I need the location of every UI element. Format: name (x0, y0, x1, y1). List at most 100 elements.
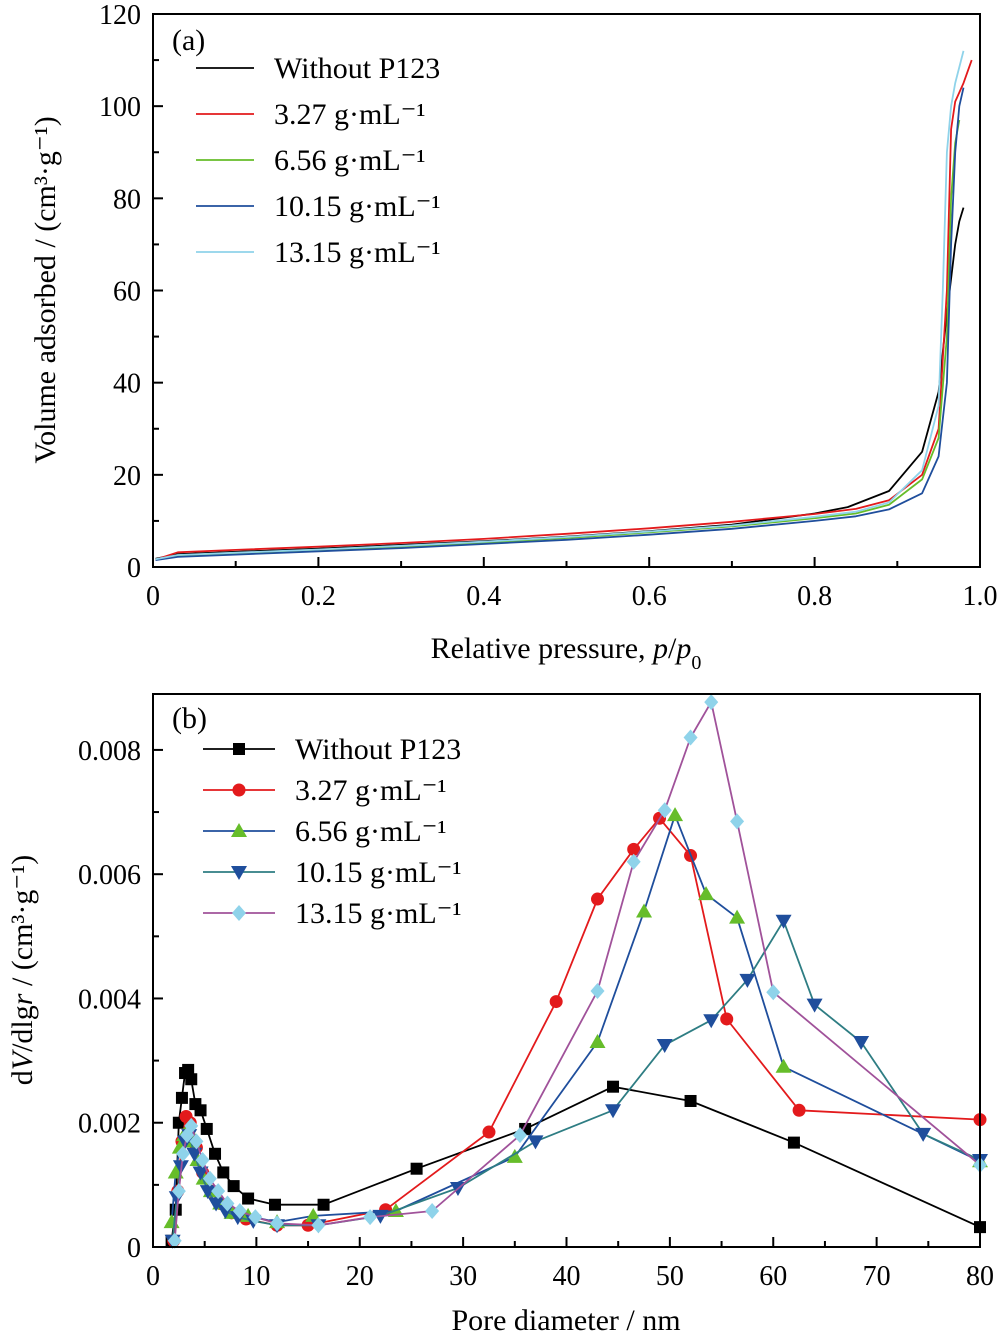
panel-b-data-point (527, 1135, 544, 1150)
panel-b-x-tick-label: 30 (449, 1261, 477, 1292)
panel-b-data-point (410, 1162, 423, 1175)
panel-b-data-point (684, 1094, 697, 1107)
panel-b-data-point (248, 1209, 263, 1226)
panel-b-data-point (739, 973, 756, 988)
panel-b-y-tick-label: 0.004 (78, 984, 141, 1015)
panel-b-data-point (626, 853, 641, 870)
panel-b-data-point (208, 1197, 225, 1212)
panel-b-data-point (730, 813, 745, 830)
panel-b-data-point (425, 1202, 440, 1219)
panel-b-data-point (363, 1209, 378, 1226)
panel-b-data-point (194, 1104, 207, 1117)
panel-b-x-tick-label: 70 (863, 1261, 891, 1292)
panel-b-legend-label-4: 13.15 g·mL⁻¹ (295, 897, 461, 930)
panel-b-legend: Without P123 3.27 g·mL⁻¹ 6.56 g·mL⁻¹ 10.15 … (203, 733, 461, 930)
panel-b-data-point (853, 1035, 870, 1050)
panel-a-plot-frame (152, 13, 981, 568)
panel-a-isotherm-chart: 0 0.2 0.4 0.6 0.8 1.0 0 20 40 60 80 100 120 (a) With… (29, 0, 998, 674)
panel-b-series-line-2 (170, 814, 981, 1223)
panel-b-data-point (182, 1063, 195, 1076)
panel-a-legend-label-2: 6.56 g·mL⁻¹ (274, 144, 425, 177)
panel-a-label: (a) (172, 24, 205, 57)
panel-a-y-tick-label: 100 (99, 92, 141, 123)
panel-b-data-point (636, 903, 653, 918)
panel-a-x-axis-title: Relative pressure, p/p0 (431, 632, 702, 674)
panel-b-data-point (549, 995, 563, 1009)
panel-b-data-point (657, 802, 672, 819)
panel-b-data-point (590, 983, 605, 1000)
panel-b-legend-marker (231, 866, 247, 880)
panel-b-data-point (268, 1198, 281, 1211)
panel-b-data-point (506, 1148, 523, 1163)
panel-b-x-tick-label: 50 (656, 1261, 684, 1292)
panel-b-data-point (591, 892, 605, 906)
panel-b-data-point (232, 1202, 247, 1219)
panel-b-data-point (729, 909, 746, 924)
panel-b-legend-marker (233, 743, 245, 755)
panel-b-data-point (175, 1145, 190, 1162)
panel-b-data-point (200, 1122, 213, 1135)
panel-b-x-tick-label: 0 (146, 1261, 160, 1292)
panel-a-y-tick-label: 80 (113, 184, 141, 215)
panel-b-data-point (627, 842, 641, 856)
panel-b-data-point (217, 1166, 230, 1179)
panel-b-legend-label-1: 3.27 g·mL⁻¹ (295, 774, 446, 807)
panel-b-ticks: 0 10 20 30 40 50 60 70 80 0 0.002 0.004 0.006 0.008 (78, 736, 994, 1292)
panel-b-x-tick-label: 40 (553, 1261, 581, 1292)
panel-b-data-point (683, 729, 698, 746)
panel-b-x-axis-title: Pore diameter / nm (451, 1304, 680, 1336)
panel-b-data-point (171, 1183, 186, 1200)
panel-a-series-line-2 (155, 119, 961, 561)
panel-b-data-point (792, 1103, 806, 1117)
panel-b-data-point (605, 1104, 622, 1119)
panel-b-data-point (915, 1127, 932, 1142)
panel-a-series-line-3 (155, 87, 965, 561)
panel-a-y-tick-label: 0 (127, 553, 141, 584)
panel-b-data-point (698, 886, 715, 901)
panel-b-y-tick-label: 0.008 (78, 736, 141, 767)
panel-b-legend-marker (231, 823, 247, 837)
panel-a-y-tick-label: 40 (113, 369, 141, 400)
panel-b-data-point (175, 1091, 188, 1104)
panel-b-data-point (305, 1207, 322, 1222)
panel-b-label: (b) (172, 702, 207, 735)
panel-a-series-line-1 (155, 59, 973, 561)
panel-a-legend-label-4: 13.15 g·mL⁻¹ (274, 236, 440, 269)
panel-b-series-line-3 (171, 919, 981, 1241)
panel-b-data-point (199, 1185, 216, 1200)
panel-a-y-tick-label: 120 (99, 0, 141, 31)
panel-b-data-point (195, 1152, 210, 1169)
panel-b-data-point (220, 1195, 235, 1212)
panel-a-x-tick-label: 0.8 (797, 581, 832, 612)
panel-b-series-layer (163, 694, 988, 1249)
panel-b-data-point (775, 1058, 792, 1073)
panel-b-series-line-0 (170, 1069, 981, 1241)
panel-b-x-tick-label: 20 (346, 1261, 374, 1292)
panel-b-data-point (703, 1014, 720, 1029)
panel-b-y-axis-title: dV/dlgr / (cm³·g⁻¹) (6, 855, 39, 1085)
panel-a-ticks: 0 0.2 0.4 0.6 0.8 1.0 0 20 40 60 80 100 120 (99, 0, 998, 612)
panel-b-data-point (311, 1217, 326, 1234)
panel-b-legend-marker (232, 783, 246, 797)
panel-a-x-tick-label: 0.6 (632, 581, 667, 612)
panel-b-data-point (185, 1073, 198, 1086)
panel-a-legend-label-0: Without P123 (274, 52, 440, 85)
panel-b-data-point (787, 1136, 800, 1149)
panel-b-data-point (720, 1012, 734, 1026)
panel-a-x-tick-label: 0 (146, 581, 160, 612)
panel-b-data-point (806, 998, 823, 1013)
panel-b-data-point (189, 1133, 204, 1150)
panel-b-y-tick-label: 0.002 (78, 1109, 141, 1140)
panel-b-data-point (704, 694, 719, 711)
panel-b-data-point (512, 1127, 527, 1144)
panel-b-data-point (167, 1232, 182, 1249)
panel-b-data-point (656, 1039, 673, 1054)
panel-a-y-axis-title: Volume adsorbed / (cm³·g⁻¹) (29, 116, 62, 463)
panel-a-x-tick-label: 0.2 (301, 581, 336, 612)
panel-b-legend-label-2: 6.56 g·mL⁻¹ (295, 815, 446, 848)
panel-b-data-point (589, 1033, 606, 1048)
panel-b-data-point (192, 1166, 209, 1181)
panel-b-x-tick-label: 60 (759, 1261, 787, 1292)
panel-b-data-point (242, 1192, 255, 1205)
panel-b-data-point (184, 1117, 199, 1134)
